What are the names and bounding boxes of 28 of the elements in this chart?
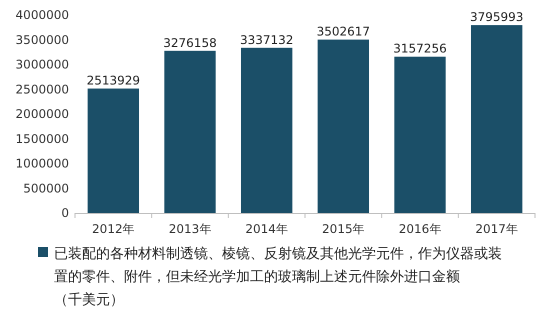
data-label: 3337132 <box>240 32 294 47</box>
x-tick-label: 2014年 <box>245 222 288 236</box>
x-tick-label: 2013年 <box>168 222 212 236</box>
bar <box>240 48 292 213</box>
data-label: 2513929 <box>86 74 140 88</box>
bar <box>88 88 140 213</box>
x-tick-label: 2017年 <box>475 222 518 236</box>
y-tick-label: 3500000 <box>16 32 69 47</box>
y-tick-label: 1500000 <box>16 132 69 146</box>
y-tick-label: 1000000 <box>16 156 69 170</box>
x-tick-label: 2016年 <box>398 222 442 236</box>
x-tick-label: 2015年 <box>322 222 365 236</box>
data-label: 3502617 <box>316 24 370 39</box>
y-tick-label: 0 <box>61 206 69 220</box>
legend-label: 已装配的各种材料制透镜、棱镜、反射镜及其他光学元件，作为仪器或装置的零件、附件，但未经光学加工的玻璃制上述元件除外进口金额（千美元） <box>54 246 502 308</box>
y-tick-label: 4000000 <box>16 8 69 22</box>
bar <box>470 25 522 213</box>
y-tick-label: 2500000 <box>16 82 69 96</box>
y-tick-label: 3000000 <box>16 58 69 72</box>
data-label: 3276158 <box>163 36 217 50</box>
data-label: 3795993 <box>470 10 524 24</box>
bar <box>318 40 370 213</box>
data-label: 3157256 <box>393 42 447 56</box>
y-tick-label: 2000000 <box>16 107 69 121</box>
x-tick-label: 2012年 <box>92 222 135 236</box>
y-tick-label: 500000 <box>23 181 69 196</box>
bar <box>164 50 216 213</box>
bar <box>394 56 446 213</box>
